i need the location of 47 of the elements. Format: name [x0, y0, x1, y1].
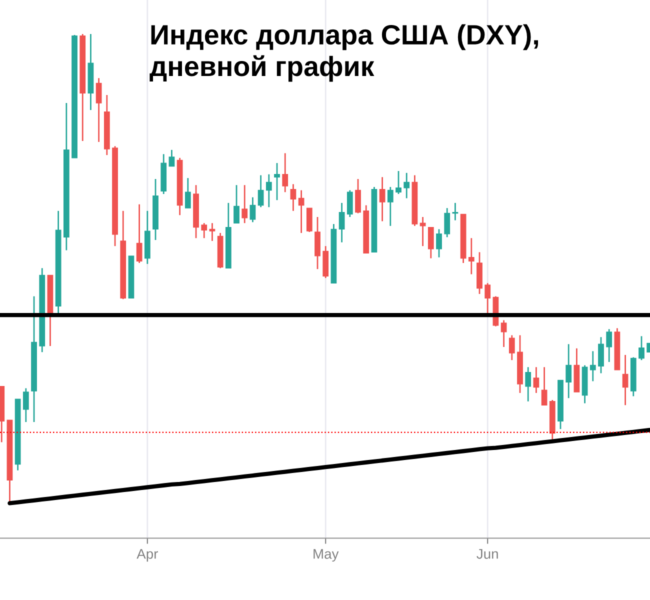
candlestick [622, 354, 628, 406]
candlestick [436, 228, 442, 258]
candlestick [387, 186, 394, 227]
candlestick [452, 202, 458, 221]
x-tick-label: May [314, 549, 339, 562]
candlestick [314, 216, 320, 270]
candlestick [396, 170, 402, 195]
candlestick [508, 334, 515, 361]
candlestick [290, 183, 296, 212]
candlestick [258, 174, 264, 208]
candlestick [598, 336, 604, 374]
candlestick [420, 216, 426, 247]
candlestick [566, 343, 572, 399]
chart-title: Индекс доллара США (DXY), дневной график [150, 24, 538, 82]
candlestick [606, 328, 612, 363]
candlestick [533, 366, 540, 394]
candlestick [484, 282, 491, 314]
candlestick [346, 190, 353, 218]
candlestick [298, 190, 304, 234]
candlestick [282, 152, 288, 193]
candlestick [444, 207, 450, 238]
candlestick [266, 174, 272, 208]
candlestick [379, 176, 386, 222]
candlestick [184, 177, 191, 209]
candlestick [96, 77, 102, 143]
candlestick [201, 222, 208, 239]
candlestick [306, 207, 312, 233]
candlestick [136, 204, 142, 264]
candlestick [590, 350, 596, 382]
candlestick [541, 366, 548, 406]
candlestick [355, 178, 361, 214]
candlestick [500, 320, 507, 348]
candlestick [274, 162, 280, 201]
candlestick [168, 149, 175, 168]
x-tick-label: Jun [476, 549, 498, 559]
candlestick [250, 196, 256, 223]
x-tick-label: Apr [136, 549, 158, 562]
candlestick [22, 388, 29, 423]
candlestick [638, 335, 644, 361]
candlestick [338, 202, 345, 244]
candlestick [404, 172, 410, 199]
candlestick [234, 184, 240, 224]
candlestick [428, 226, 434, 259]
candlestick [525, 366, 532, 402]
candlestick [242, 184, 248, 224]
candlestick [468, 237, 474, 275]
candlestick [209, 222, 216, 242]
